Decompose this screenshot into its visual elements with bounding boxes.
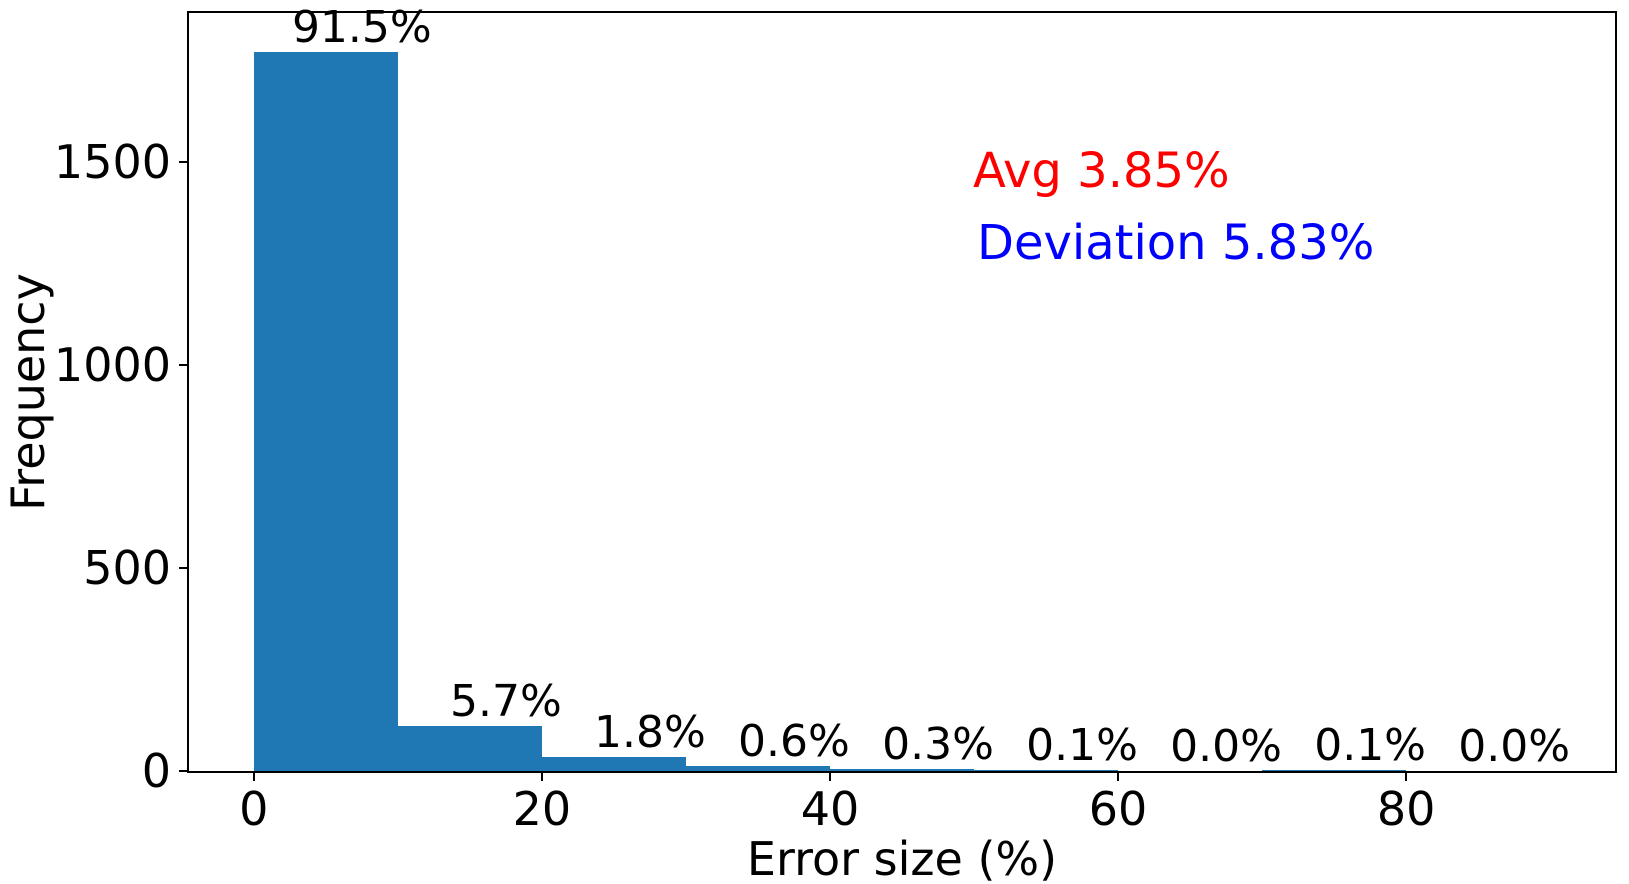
bar-percentage-label: 5.7% xyxy=(449,676,562,728)
histogram-bar xyxy=(1262,770,1407,771)
plot-area: 91.5% 5.7% 1.8% 0.6% 0.3% 0.1% 0.0% 0.1% 0.0% xyxy=(187,5,1617,773)
x-tick-mark xyxy=(540,773,543,781)
bar-percentage-label: 0.0% xyxy=(1170,721,1282,772)
histogram-bar xyxy=(829,768,974,771)
histogram-bar xyxy=(253,51,398,771)
x-tick-mark xyxy=(1405,773,1408,781)
x-axis-tick-label: 60 xyxy=(1088,782,1148,836)
y-tick-mark xyxy=(179,567,187,570)
histogram-bar xyxy=(397,726,542,771)
y-tick-mark xyxy=(179,770,187,772)
y-axis-tick-label: 500 xyxy=(83,541,171,596)
x-tick-mark xyxy=(1117,773,1120,781)
histogram-bar xyxy=(974,770,1119,771)
y-axis-tick-label: 0 xyxy=(141,744,171,798)
bar-percentage-label: 0.3% xyxy=(882,718,994,770)
x-axis-tick-label: 0 xyxy=(239,782,269,836)
x-axis-tick-label: 80 xyxy=(1376,782,1436,836)
x-tick-mark xyxy=(828,773,831,781)
y-axis-title: Frequency xyxy=(1,273,55,511)
histogram-bar xyxy=(541,756,686,771)
x-axis-tick-label: 40 xyxy=(800,782,860,836)
y-axis-tick-label: 1000 xyxy=(53,338,171,393)
y-axis-tick-label: 1500 xyxy=(53,135,171,190)
y-tick-mark xyxy=(179,364,187,367)
bar-percentage-label: 1.8% xyxy=(594,706,706,758)
avg-annotation: Avg 3.85% xyxy=(973,143,1230,199)
x-tick-mark xyxy=(252,773,255,781)
bar-percentage-label: 91.5% xyxy=(291,1,432,53)
bar-percentage-label: 0.6% xyxy=(738,716,850,768)
bar-percentage-label: 0.1% xyxy=(1314,720,1427,772)
x-axis-title: Error size (%) xyxy=(746,832,1058,884)
bar-percentage-label: 0.1% xyxy=(1026,720,1138,772)
bar-percentage-label: 0.0% xyxy=(1458,721,1571,772)
histogram-bar xyxy=(685,766,830,771)
x-axis-tick-label: 20 xyxy=(512,782,572,836)
y-tick-mark xyxy=(179,161,187,164)
deviation-annotation: Deviation 5.83% xyxy=(977,215,1375,271)
